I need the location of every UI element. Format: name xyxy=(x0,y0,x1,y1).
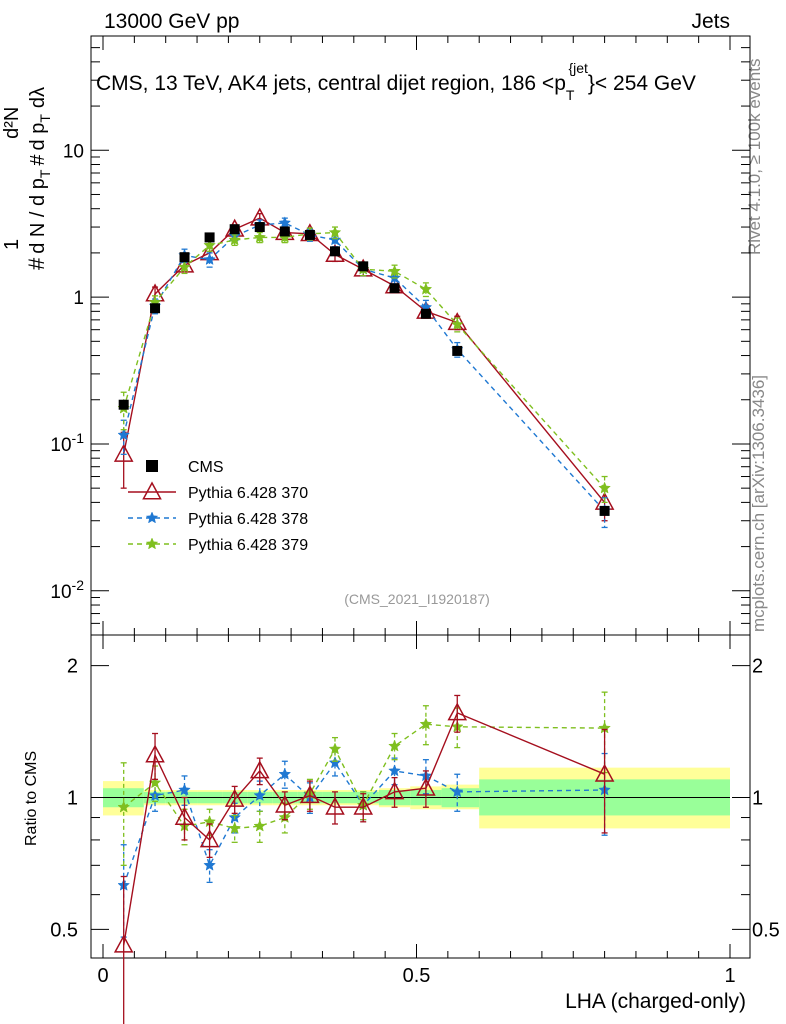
ratio-point-370 xyxy=(325,796,345,815)
legend-label: Pythia 6.428 378 xyxy=(188,511,308,528)
main-cms-point xyxy=(254,222,265,233)
main-point-379 xyxy=(598,481,611,494)
energy-label: 13000 GeV pp xyxy=(104,10,239,33)
main-cms-point xyxy=(150,303,161,314)
analysis-id-label: (CMS_2021_I1920187) xyxy=(344,591,490,607)
main-point-378 xyxy=(117,428,131,441)
ratio-series-line xyxy=(123,711,605,946)
main-point-378 xyxy=(328,233,342,246)
main-cms-point xyxy=(118,399,129,410)
ratio-y-axis-label: Ratio to CMS xyxy=(23,751,40,846)
category-label: Jets xyxy=(691,10,730,33)
ratio-point-378 xyxy=(328,756,342,769)
legend-label: Pythia 6.428 370 xyxy=(188,485,308,502)
main-panel: 10-2 10-1 1 10 xyxy=(50,35,751,958)
main-series-line xyxy=(123,231,606,489)
plot-title: CMS, 13 TeV, AK4 jets, central dijet reg… xyxy=(96,60,696,103)
main-cms-point xyxy=(179,252,190,263)
legend-marker-379 xyxy=(145,537,159,550)
main-series-line xyxy=(123,222,606,512)
main-point-370 xyxy=(447,312,468,331)
ratio-point-378 xyxy=(450,785,464,798)
ratio-y-tick-label: 0.5 xyxy=(50,919,78,941)
main-cms-point xyxy=(304,229,315,240)
ratio-y-tick-label-right: 1 xyxy=(752,787,763,809)
main-cms-point xyxy=(599,505,610,516)
ratio-point-370 xyxy=(300,785,320,804)
ratio-series-line xyxy=(123,761,605,886)
ratio-frame xyxy=(90,634,751,959)
ratio-point-378 xyxy=(203,858,216,871)
main-cms-point xyxy=(358,261,369,272)
main-cms-point xyxy=(329,246,340,257)
ratio-point-379 xyxy=(419,717,433,730)
ratio-point-378 xyxy=(388,764,401,777)
main-point-379 xyxy=(450,317,464,330)
ratio-point-370 xyxy=(199,829,220,848)
ratio-point-370 xyxy=(224,788,245,807)
ratio-y-tick-label: 1 xyxy=(67,787,78,809)
ratio-point-370 xyxy=(416,777,436,796)
y-tick-label: 1 xyxy=(73,288,84,309)
ratio-point-370 xyxy=(113,934,134,953)
mcplots-label: mcplots.cern.ch [arXiv:1306.3436] xyxy=(749,375,768,632)
y-tick-label: 10-1 xyxy=(50,430,84,456)
ratio-point-379 xyxy=(328,742,342,755)
ratio-point-378 xyxy=(178,783,191,796)
main-cms-point xyxy=(229,224,240,235)
y-tick-label: 10 xyxy=(63,141,84,162)
main-y-axis-label-top: 1d²N xyxy=(1,107,23,250)
main-point-379 xyxy=(419,282,433,295)
x-tick-label: 1 xyxy=(724,965,735,987)
main-point-378 xyxy=(278,216,292,229)
ratio-y-tick-label-right: 2 xyxy=(752,656,763,678)
ratio-point-370 xyxy=(384,781,405,800)
legend-label: Pythia 6.428 379 xyxy=(188,537,308,554)
ratio-point-370 xyxy=(447,702,468,721)
main-point-379 xyxy=(228,233,242,246)
main-y-axis-label: #d N / d pT#d pTdλ xyxy=(24,87,53,270)
ratio-point-370 xyxy=(353,796,374,815)
ratio-point-378 xyxy=(253,788,267,802)
main-cms-point xyxy=(204,232,215,243)
legend: CMS Pythia 6.428 370 Pythia 6.428 378 Pythi… xyxy=(128,459,308,554)
ratio-point-370 xyxy=(145,744,165,763)
main-cms-point xyxy=(279,226,290,237)
main-point-379 xyxy=(178,260,191,273)
main-point-379 xyxy=(388,264,401,277)
main-cms-point xyxy=(452,345,463,356)
legend-label: CMS xyxy=(188,459,224,476)
main-cms-point xyxy=(420,308,431,319)
ratio-point-379 xyxy=(117,800,131,813)
legend-marker-cms xyxy=(146,460,158,472)
ratio-point-378 xyxy=(278,767,292,780)
main-point-379 xyxy=(203,238,216,251)
x-tick-label: 0.5 xyxy=(403,965,431,987)
x-axis-label: LHA (charged-only) xyxy=(565,990,746,1013)
ratio-point-379 xyxy=(253,819,267,832)
ratio-point-379 xyxy=(228,821,242,834)
legend-marker-378 xyxy=(145,511,159,524)
ratio-y-tick-label: 2 xyxy=(67,656,78,678)
legend-marker-370 xyxy=(142,481,162,500)
ratio-point-370 xyxy=(594,763,615,782)
main-point-370 xyxy=(113,443,134,462)
ratio-point-370 xyxy=(174,806,195,826)
main-point-378 xyxy=(203,252,216,266)
ratio-point-379 xyxy=(388,739,401,752)
y-tick-label: 10-2 xyxy=(50,577,84,603)
ratio-series-line xyxy=(123,723,605,830)
ratio-point-370 xyxy=(275,794,295,813)
main-cms-point xyxy=(389,283,400,294)
x-tick-label: 0 xyxy=(97,965,108,987)
main-point-379 xyxy=(328,225,342,239)
main-point-379 xyxy=(253,230,267,243)
ratio-point-370 xyxy=(249,760,270,779)
ratio-panel: 0 0.5 1 0.5 0.5 1 1 2 2 xyxy=(50,634,780,1024)
ratio-y-tick-label-right: 0.5 xyxy=(752,919,780,941)
